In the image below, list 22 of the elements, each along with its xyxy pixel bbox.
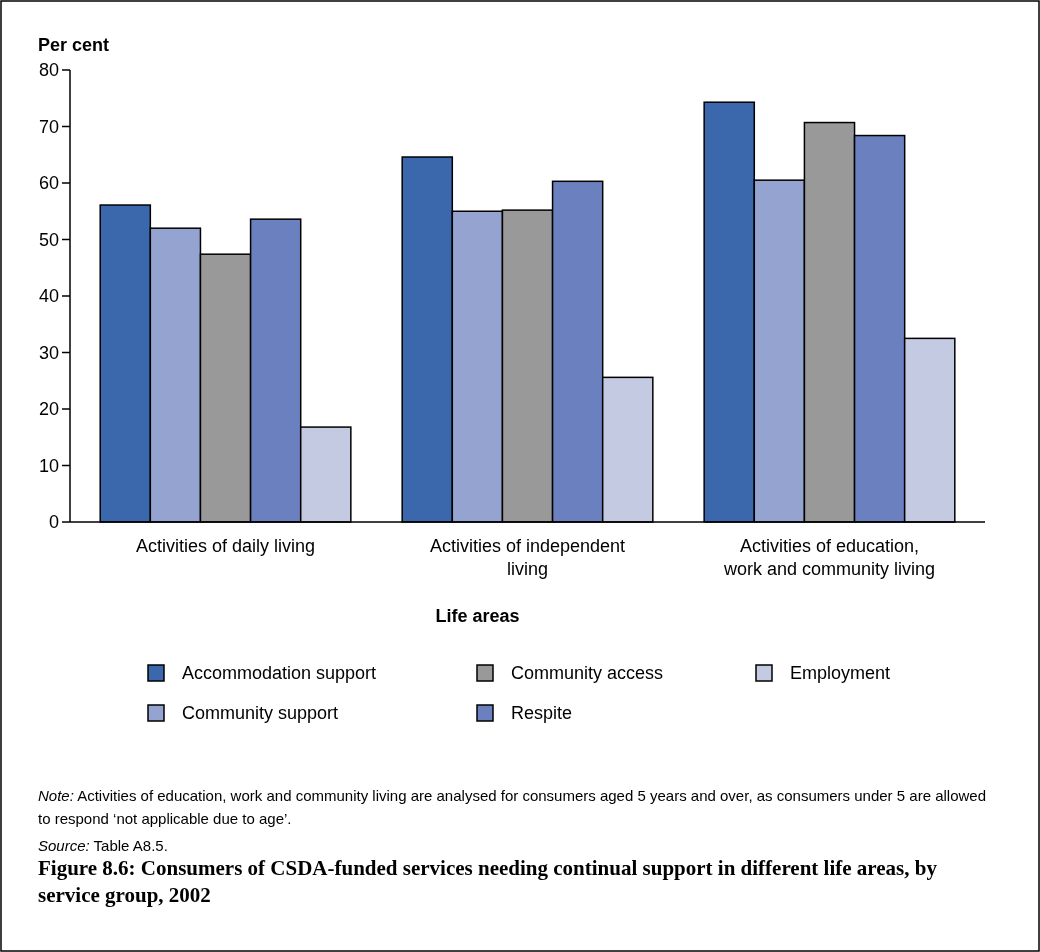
legend-label: Employment: [790, 663, 891, 684]
text: Note: Activities of education, work and community living are analysed for consumers aged 5 years and over, as consumers under 5 are allowed to respond ‘not applicable due to age’.: [38, 787, 987, 827]
y-tick-label: 10: [38, 455, 59, 476]
source-note: Source: Table A8.5.: [38, 837, 168, 854]
y-tick-label: 70: [38, 116, 59, 137]
x-tick-label: Activities of independent living: [429, 536, 626, 579]
y-tick-label: 0: [48, 512, 59, 533]
legend-label: Community access: [511, 663, 664, 684]
y-tick-label: 20: [38, 399, 59, 420]
y-tick-label: 80: [38, 60, 59, 81]
y-tick-label: 60: [38, 173, 59, 194]
y-tick-label: 50: [38, 229, 59, 250]
legend-label: Accommodation support: [182, 663, 377, 684]
x-tick-label: Activities of daily living: [135, 536, 316, 556]
y-tick-label: 40: [38, 286, 59, 307]
x-tick-label: Activities of education, work and community living: [722, 536, 936, 579]
legend-label: Respite: [511, 703, 573, 724]
x-axis-title: Life areas: [435, 606, 520, 626]
y-axis-title: Per cent: [38, 35, 110, 55]
legend-label: Community support: [182, 703, 339, 724]
y-tick-label: 30: [38, 342, 59, 363]
text: Figure 8.6: Consumers of CSDA-funded services needing continual support in different life areas, by service group, 2002: [38, 856, 938, 907]
